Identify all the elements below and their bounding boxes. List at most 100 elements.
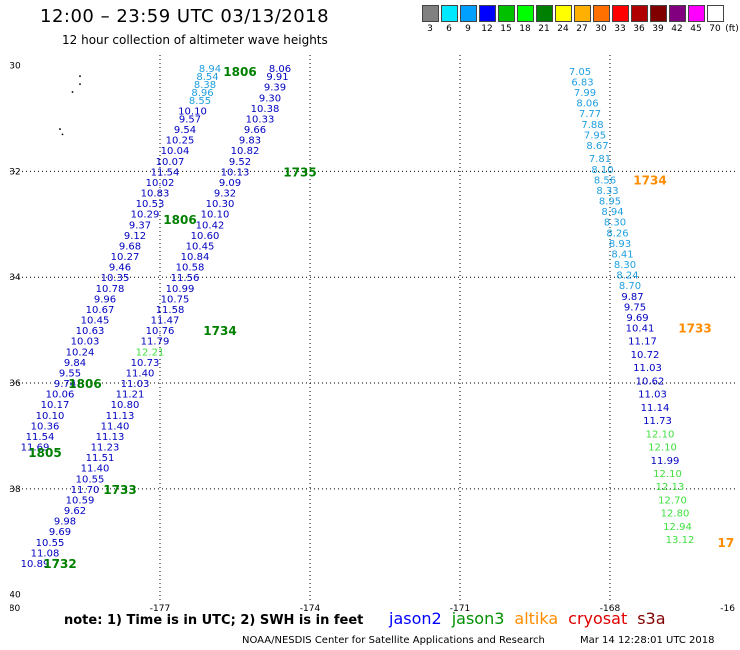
wave-height-label: 10.10 (201, 210, 230, 221)
wave-height-label: 10.60 (191, 231, 220, 242)
pass-time-label: 1806 (223, 65, 256, 79)
pass-time-label: 1733 (678, 322, 711, 336)
wave-height-label: 11.99 (651, 456, 680, 467)
wave-height-label: 10.02 (146, 178, 175, 189)
wave-height-label: 11.40 (126, 368, 155, 379)
wave-height-label: 7.99 (574, 88, 596, 99)
wave-height-label: 11.08 (31, 548, 60, 559)
wave-height-label: 11.21 (116, 390, 145, 401)
wave-height-label: 12.70 (658, 495, 687, 506)
wave-height-label: 7.05 (569, 67, 591, 78)
wave-height-label: 10.27 (111, 252, 140, 263)
wave-height-map: -180 -177 -174 -171 -168 -16 -30 -32 -34 -36 -38 -4… (10, 55, 735, 614)
wave-height-label: 10.25 (166, 136, 195, 147)
stray-dot (61, 133, 64, 136)
wave-height-label: 9.75 (624, 302, 646, 313)
wave-height-label: 11.47 (151, 316, 180, 327)
scale-swatch-36 (631, 5, 648, 22)
wave-height-label: 10.62 (636, 376, 665, 387)
wave-height-label: 9.69 (626, 313, 648, 324)
legend-altika: altika (514, 609, 559, 628)
stray-dot (79, 83, 81, 86)
wave-height-label: 12.94 (663, 522, 692, 533)
wave-height-label: 9.46 (109, 263, 131, 274)
wave-height-label: 12.21 (136, 347, 165, 358)
wave-height-label: 11.17 (628, 337, 657, 348)
wave-height-label: 10.59 (66, 495, 95, 506)
scale-swatch-70 (707, 5, 724, 22)
generated-timestamp: Mar 14 12:28:01 UTC 2018 (580, 635, 715, 646)
wave-height-label: 9.69 (49, 527, 71, 538)
wave-height-label: 9.55 (59, 368, 81, 379)
wave-height-label: 9.54 (174, 125, 196, 136)
wave-height-label: 11.13 (96, 432, 125, 443)
wave-height-label: 8.26 (606, 228, 628, 239)
wave-height-label: 8.24 (616, 271, 638, 282)
wave-height-label: 8.06 (269, 64, 291, 75)
wave-height-label: 12.13 (656, 482, 685, 493)
wave-height-label: 8.38 (194, 80, 216, 91)
wave-height-label: 9.62 (64, 506, 86, 517)
wave-height-label: 9.57 (179, 114, 201, 125)
scale-tick-label: 33 (614, 24, 626, 34)
pass-time-label: 1732 (43, 557, 76, 571)
scale-tick-label: 45 (690, 24, 702, 34)
wave-height-label: 9.96 (94, 294, 116, 305)
wave-height-label: 9.87 (621, 292, 643, 303)
scale-swatch-45 (688, 5, 705, 22)
wave-height-label: 10.67 (86, 305, 115, 316)
wave-height-label: 12.10 (648, 443, 677, 454)
wave-height-label: 9.30 (259, 93, 281, 104)
wave-height-label: 11.03 (121, 379, 150, 390)
scale-swatch-27 (574, 5, 591, 22)
scale-tick-label: 9 (465, 24, 471, 34)
scale-tick-label: 15 (500, 24, 512, 34)
wave-height-label: 11.54 (151, 167, 180, 178)
scale-swatch-30 (593, 5, 610, 22)
wave-height-label: 10.33 (246, 114, 275, 125)
wave-height-label: 8.06 (576, 99, 598, 110)
lat-axis-label: -38 (10, 485, 21, 495)
wave-height-label: 9.37 (129, 220, 151, 231)
wave-height-label: 10.42 (196, 220, 225, 231)
scale-swatch-12 (479, 5, 496, 22)
wave-height-label: 10.30 (206, 199, 235, 210)
scale-tick-label: 30 (595, 24, 607, 34)
pass-time-label: 1806 (163, 213, 196, 227)
scale-tick-label: 21 (538, 24, 550, 34)
scale-tick-label: 24 (557, 24, 569, 34)
wave-height-label: 7.77 (579, 109, 601, 120)
wave-height-label: 11.51 (86, 453, 115, 464)
lon-axis-label: -180 (10, 604, 20, 614)
wave-height-label: 8.30 (604, 218, 626, 229)
scale-swatch-3 (422, 5, 439, 22)
map-title: 12:00 – 23:59 UTC 03/13/2018 (40, 6, 330, 27)
lon-axis-label: -171 (450, 604, 470, 614)
wave-height-label: 10.17 (41, 400, 70, 411)
wave-height-label: 11.73 (643, 416, 672, 427)
pass-time-label: 1733 (103, 483, 136, 497)
lon-axis-label: -177 (150, 604, 170, 614)
wave-height-label: 11.40 (81, 464, 110, 475)
wave-height-label: 8.67 (586, 141, 608, 152)
lat-axis-label: -36 (10, 379, 21, 389)
wave-height-label: 9.09 (219, 178, 241, 189)
pass-time-label: 1735 (283, 165, 316, 179)
wave-height-label: 8.33 (596, 186, 618, 197)
pass-time-label: 173 (717, 536, 735, 550)
wave-height-label: 12.10 (646, 429, 675, 440)
wave-height-label: 10.83 (141, 189, 170, 200)
wave-height-label: 12.80 (661, 509, 690, 520)
satellite-legend: jason2 jason3 altika cryosat s3a (389, 609, 676, 628)
legend-jason3: jason3 (451, 609, 505, 628)
wave-height-label: 10.06 (46, 390, 75, 401)
scale-swatch-18 (517, 5, 534, 22)
wave-height-label: 8.55 (189, 96, 211, 107)
wave-height-label: 9.74 (54, 379, 76, 390)
scale-swatch-6 (441, 5, 458, 22)
scale-swatch-24 (555, 5, 572, 22)
wave-height-label: 10.10 (178, 107, 207, 118)
lat-axis-label: -40 (10, 591, 21, 601)
wave-height-label: 8.30 (614, 260, 636, 271)
wave-height-label: 8.10 (591, 165, 613, 176)
